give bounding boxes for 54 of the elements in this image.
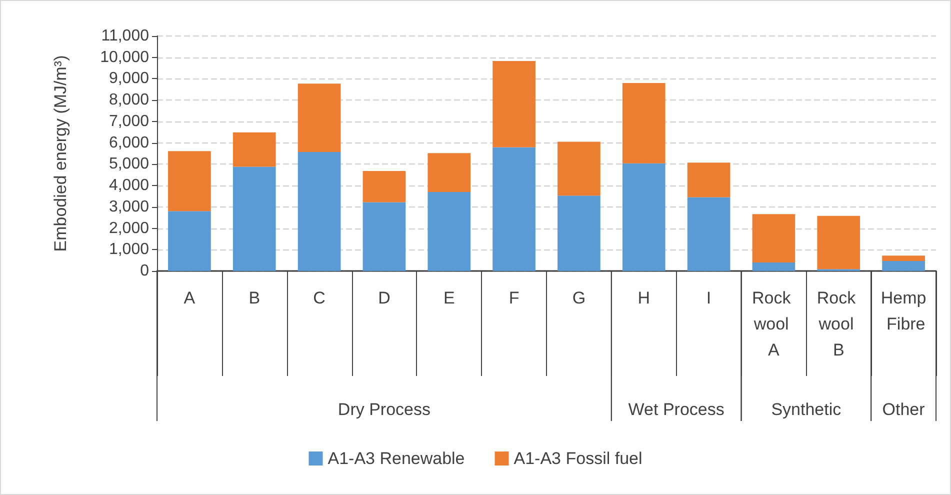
bar — [752, 262, 796, 271]
bar — [882, 260, 925, 271]
y-tick-label: 9,000 — [108, 70, 150, 88]
y-tick-label: 8,000 — [108, 92, 150, 109]
bar — [232, 166, 276, 271]
bar — [622, 163, 666, 271]
x-tick-label: I — [706, 288, 712, 308]
bar — [168, 151, 211, 212]
bar — [687, 197, 730, 271]
x-tick-label: F — [508, 288, 520, 308]
bar — [232, 132, 276, 167]
y-tick-label: 10,000 — [100, 48, 150, 66]
bar — [817, 216, 860, 270]
bar — [492, 60, 536, 148]
bar — [752, 214, 796, 262]
y-tick-label: 5,000 — [108, 156, 150, 173]
y-tick-label: 2,000 — [108, 220, 150, 237]
x-tick-label: D — [378, 288, 390, 308]
y-tick-label: 11,000 — [101, 28, 150, 44]
y-tick-label: 0 — [140, 262, 150, 280]
bar — [558, 196, 600, 271]
text: Other — [882, 400, 926, 419]
bar — [362, 171, 406, 202]
x-tick-label: C — [313, 288, 326, 308]
bar — [558, 142, 600, 196]
text: Dry Process — [338, 400, 430, 419]
legend-label: A1-A3 Fossil fuel — [514, 449, 642, 468]
bar — [428, 153, 471, 192]
y-tick-label: 1,000 — [108, 241, 150, 258]
bar — [687, 162, 730, 198]
x-tick-label: Hemp Fibre — [880, 288, 926, 334]
text: Wet Process — [628, 400, 724, 419]
bar — [492, 147, 536, 271]
x-tick-label: E — [443, 288, 455, 308]
y-axis-title: Embodied energy (MJ/m³) — [51, 55, 70, 252]
bar — [168, 211, 211, 271]
bar — [298, 152, 341, 271]
y-tick-label: 3,000 — [108, 198, 150, 216]
legend-label: A1-A3 Renewable — [328, 449, 465, 468]
x-tick-label: G — [572, 288, 586, 308]
y-tick-label: 7,000 — [108, 112, 150, 130]
x-tick-label: H — [638, 288, 650, 308]
text: Synthetic — [771, 400, 842, 419]
bar — [298, 84, 341, 152]
x-tick-label: Rock wool A — [752, 288, 796, 360]
bar — [882, 256, 925, 261]
x-tick-label: B — [248, 288, 260, 308]
x-tick-label: Rock wool B — [816, 288, 860, 360]
x-tick-label: A — [184, 288, 196, 308]
bar — [428, 192, 471, 271]
y-tick-label: 6,000 — [108, 134, 150, 152]
bar — [622, 83, 666, 164]
y-tick-label: 4,000 — [108, 177, 150, 194]
bar — [362, 202, 406, 271]
